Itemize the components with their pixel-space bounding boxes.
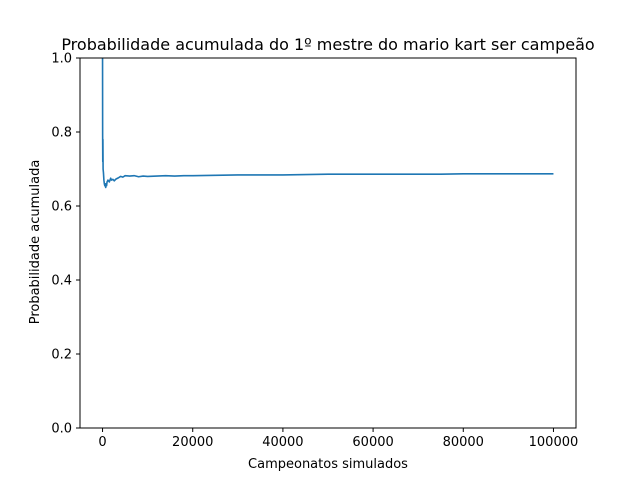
y-tick-label-0: 0.0 <box>51 422 72 437</box>
series-line-0 <box>101 58 554 189</box>
plot-frame <box>79 57 577 429</box>
plot-area <box>79 57 577 429</box>
x-axis: 0 20000 40000 60000 80000 100000 <box>98 428 578 450</box>
y-tick-label-3: 0.6 <box>51 200 72 215</box>
x-tick-label-5: 100000 <box>529 435 579 450</box>
chart-title: Probabilidade acumulada do 1º mestre do … <box>61 35 594 54</box>
x-axis-label: Campeonatos simulados <box>248 457 408 472</box>
y-tick-label-5: 1.0 <box>51 52 72 67</box>
y-axis: 0.0 0.2 0.4 0.6 0.8 1.0 <box>51 52 80 437</box>
y-tick-label-2: 0.4 <box>51 274 72 289</box>
x-tick-label-0: 0 <box>98 435 106 450</box>
x-tick-label-1: 20000 <box>172 435 213 450</box>
x-tick-label-3: 60000 <box>352 435 393 450</box>
y-tick-label-4: 0.8 <box>51 126 72 141</box>
y-axis-label: Probabilidade acumulada <box>28 160 43 325</box>
x-tick-label-4: 80000 <box>443 435 484 450</box>
y-tick-label-1: 0.2 <box>51 348 72 363</box>
x-tick-label-2: 40000 <box>262 435 303 450</box>
